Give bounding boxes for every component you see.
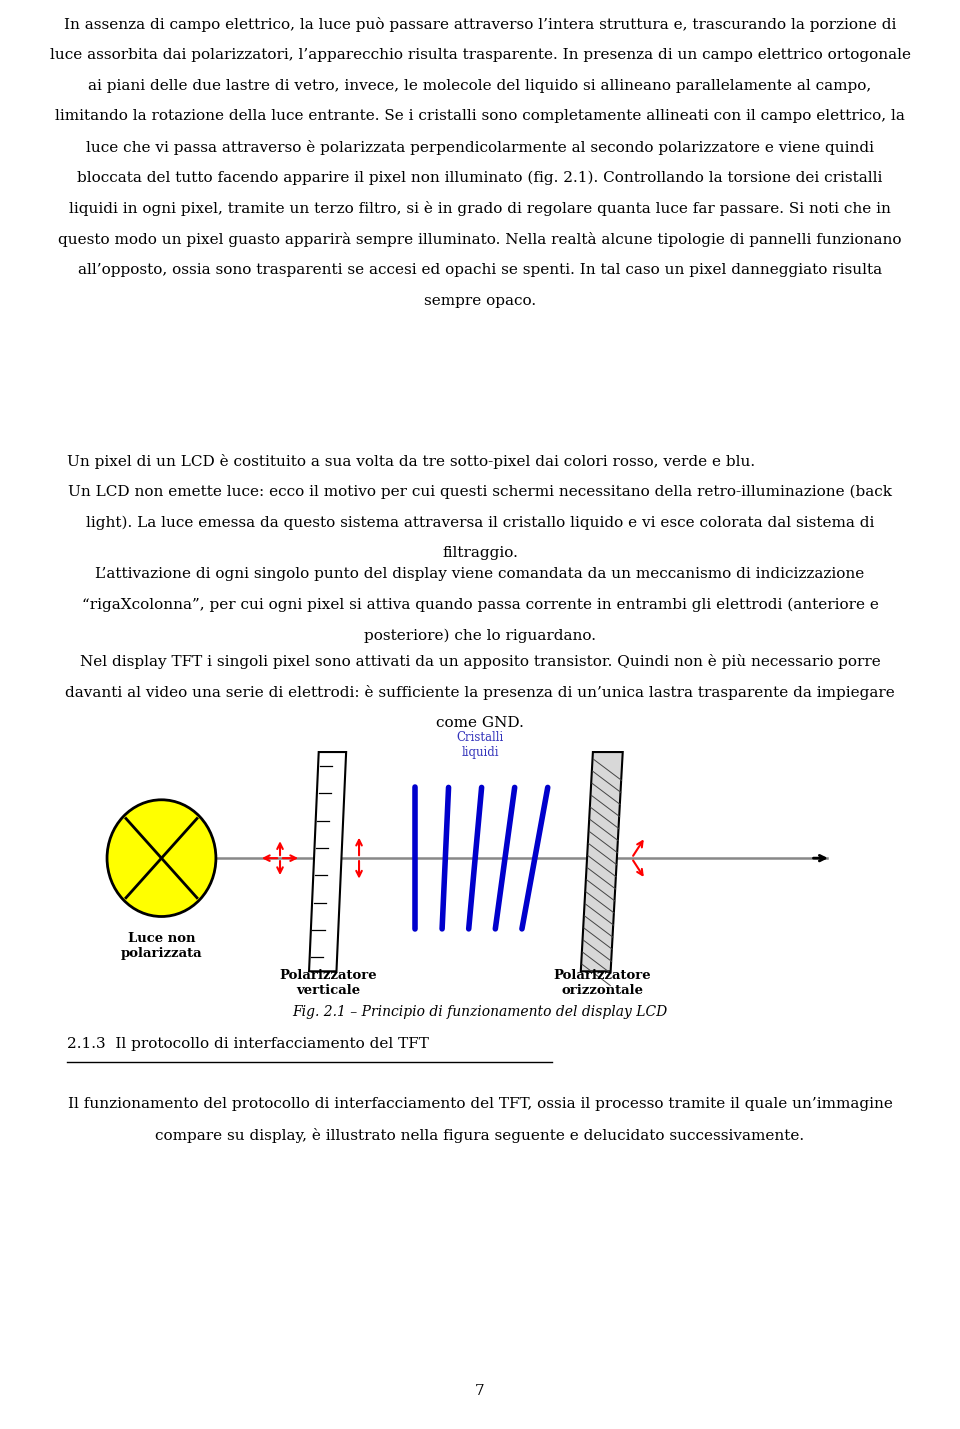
Text: Polarizzatore
orizzontale: Polarizzatore orizzontale [554,969,652,997]
Text: Un LCD non emette luce: ecco il motivo per cui questi schermi necessitano della : Un LCD non emette luce: ecco il motivo p… [68,484,892,499]
Text: ai piani delle due lastre di vetro, invece, le molecole del liquido si allineano: ai piani delle due lastre di vetro, inve… [88,79,872,93]
Text: questo modo un pixel guasto apparirà sempre illuminato. Nella realtà alcune tipo: questo modo un pixel guasto apparirà sem… [59,231,901,247]
Text: Nel display TFT i singoli pixel sono attivati da un apposito transistor. Quindi : Nel display TFT i singoli pixel sono att… [80,654,880,669]
Ellipse shape [108,800,216,916]
Text: Polarizzatore
verticale: Polarizzatore verticale [279,969,377,997]
Text: sempre opaco.: sempre opaco. [424,294,536,307]
Text: all’opposto, ossia sono trasparenti se accesi ed opachi se spenti. In tal caso u: all’opposto, ossia sono trasparenti se a… [78,263,882,277]
Text: Luce non
polarizzata: Luce non polarizzata [121,933,203,960]
Text: Il funzionamento del protocollo di interfacciamento del TFT, ossia il processo t: Il funzionamento del protocollo di inter… [67,1097,893,1112]
Text: limitando la rotazione della luce entrante. Se i cristalli sono completamente al: limitando la rotazione della luce entran… [55,110,905,123]
Text: Fig. 2.1 – Principio di funzionamento del display LCD: Fig. 2.1 – Principio di funzionamento de… [293,1005,667,1019]
Text: luce che vi passa attraverso è polarizzata perpendicolarmente al secondo polariz: luce che vi passa attraverso è polarizza… [86,140,874,154]
Text: L’attivazione di ogni singolo punto del display viene comandata da un meccanismo: L’attivazione di ogni singolo punto del … [95,567,865,582]
Polygon shape [309,752,347,972]
Text: come GND.: come GND. [436,716,524,730]
Text: In assenza di campo elettrico, la luce può passare attraverso l’intera struttura: In assenza di campo elettrico, la luce p… [63,17,897,31]
Text: 7: 7 [475,1383,485,1398]
Text: davanti al video una serie di elettrodi: è sufficiente la presenza di un’unica l: davanti al video una serie di elettrodi:… [65,686,895,700]
Text: bloccata del tutto facendo apparire il pixel non illuminato (fig. 2.1). Controll: bloccata del tutto facendo apparire il p… [78,171,882,186]
Text: filtraggio.: filtraggio. [442,546,518,560]
Text: 2.1.3  Il protocollo di interfacciamento del TFT: 2.1.3 Il protocollo di interfacciamento … [67,1037,429,1052]
Text: Un pixel di un LCD è costituito a sua volta da tre sotto-pixel dai colori rosso,: Un pixel di un LCD è costituito a sua vo… [67,454,756,469]
Text: “rigaXcolonna”, per cui ogni pixel si attiva quando passa corrente in entrambi g: “rigaXcolonna”, per cui ogni pixel si at… [82,599,878,613]
Text: Cristalli
liquidi: Cristalli liquidi [456,732,504,759]
Text: posteriore) che lo riguardano.: posteriore) che lo riguardano. [364,629,596,643]
Text: compare su display, è illustrato nella figura seguente e delucidato successivame: compare su display, è illustrato nella f… [156,1129,804,1143]
Text: light). La luce emessa da questo sistema attraversa il cristallo liquido e vi es: light). La luce emessa da questo sistema… [85,516,875,530]
Text: liquidi in ogni pixel, tramite un terzo filtro, si è in grado di regolare quanta: liquidi in ogni pixel, tramite un terzo … [69,201,891,216]
Polygon shape [581,752,623,972]
Text: luce assorbita dai polarizzatori, l’apparecchio risulta trasparente. In presenza: luce assorbita dai polarizzatori, l’appa… [50,49,910,61]
